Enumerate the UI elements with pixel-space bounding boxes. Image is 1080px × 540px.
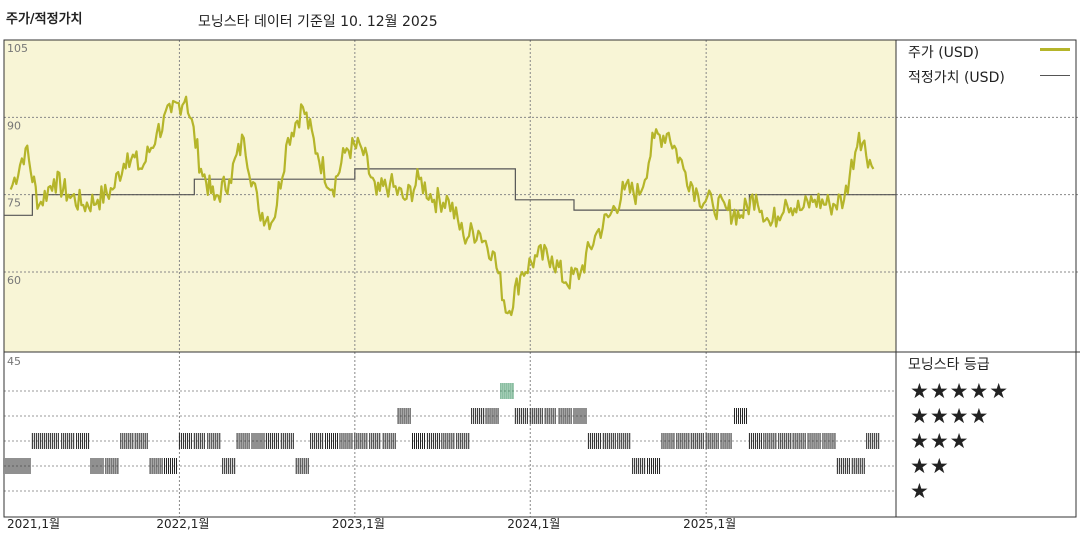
x-tick-label: 2023,1월 bbox=[332, 517, 385, 531]
rating-bar-2021-11 bbox=[149, 458, 163, 474]
rating-bar-2024-10 bbox=[661, 433, 675, 449]
rating-bar-2023-12 bbox=[514, 408, 528, 424]
rating-bar-2022-11 bbox=[325, 433, 339, 449]
rating-bar-2024-02 bbox=[544, 408, 556, 424]
price-panel-bg bbox=[4, 40, 896, 352]
rating-bar-2022-06 bbox=[251, 433, 265, 449]
rating-4-stars: ★★★★ bbox=[910, 404, 990, 428]
chart-subtitle: 모닝스타 데이터 기준일 10. 12월 2025 bbox=[198, 14, 438, 30]
legend-price-swatch bbox=[1040, 48, 1070, 51]
rating-bar-2022-07 bbox=[265, 433, 279, 449]
rating-bar-2024-01 bbox=[529, 408, 543, 424]
x-tick-label: 2024,1월 bbox=[507, 517, 560, 531]
price-line bbox=[9, 95, 875, 317]
rating-title: 모닝스타 등급 bbox=[908, 357, 990, 373]
rating-bar-2022-03 bbox=[207, 433, 221, 449]
chart-title: 주가/적정가치 bbox=[6, 12, 83, 27]
rating-bar-2025-02 bbox=[720, 433, 732, 449]
rating-bar-2023-04 bbox=[397, 408, 411, 424]
rating-bar-2021-09 bbox=[120, 433, 134, 449]
rating-bar-2025-01 bbox=[705, 433, 719, 449]
rating-bar-2024-09 bbox=[647, 458, 661, 474]
rating-bar-2025-03 bbox=[734, 408, 748, 424]
y-tick-label: 45 bbox=[7, 355, 21, 368]
rating-3-stars: ★★★ bbox=[910, 429, 970, 453]
rating-bar-2023-05 bbox=[412, 433, 426, 449]
rating-bar-2025-04 bbox=[748, 433, 762, 449]
y-tick-label: 75 bbox=[7, 197, 21, 210]
rating-bar-2021-06 bbox=[76, 433, 90, 449]
legend-fair-value-swatch bbox=[1040, 75, 1070, 76]
rating-bar-2024-05 bbox=[587, 433, 601, 449]
x-tick-label: 2021,1월 bbox=[7, 517, 60, 531]
rating-bar-2023-06 bbox=[426, 433, 440, 449]
rating-bar-2022-05 bbox=[236, 433, 250, 449]
rating-bar-2025-09 bbox=[822, 433, 836, 449]
rating-bar-2024-11 bbox=[676, 433, 690, 449]
x-tick-label: 2022,1월 bbox=[156, 517, 209, 531]
rating-bar-2022-10 bbox=[310, 433, 324, 449]
rating-bar-2021-12 bbox=[164, 458, 178, 474]
rating-bar-2022-01 bbox=[178, 433, 192, 449]
rating-bar-2023-03 bbox=[382, 433, 396, 449]
rating-bar-2024-04 bbox=[573, 408, 587, 424]
rating-bar-2021-03 bbox=[31, 433, 59, 449]
rating-bar-2022-12 bbox=[339, 433, 353, 449]
rating-bar-2023-11 bbox=[500, 383, 514, 399]
rating-bar-2025-10 bbox=[836, 458, 850, 474]
rating-bar-2024-08 bbox=[632, 458, 646, 474]
rating-bar-2024-03 bbox=[558, 408, 572, 424]
rating-bar-2025-11 bbox=[851, 458, 865, 474]
rating-bar-2023-02 bbox=[369, 433, 381, 449]
rating-bar-2023-10 bbox=[485, 408, 499, 424]
chart-border bbox=[3, 39, 1077, 518]
y-tick-label: 60 bbox=[7, 274, 21, 287]
rating-bar-2025-07 bbox=[792, 433, 806, 449]
rating-bar-2021-05 bbox=[61, 433, 75, 449]
y-tick-label: 90 bbox=[7, 119, 21, 132]
rating-1-star: ★ bbox=[910, 479, 930, 503]
rating-bar-2023-07 bbox=[441, 433, 455, 449]
rating-bar-2025-06 bbox=[778, 433, 792, 449]
rating-bar-2024-06 bbox=[602, 433, 616, 449]
rating-bar-2022-08 bbox=[280, 433, 294, 449]
rating-bar-2021-07 bbox=[90, 458, 104, 474]
rating-bar-2025-12 bbox=[866, 433, 880, 449]
legend-item-fair-value: 적정가치 (USD) bbox=[908, 70, 1005, 86]
rating-bar-2022-09 bbox=[295, 458, 309, 474]
rating-bar-2023-08 bbox=[456, 433, 470, 449]
rating-bar-2023-09 bbox=[471, 408, 485, 424]
rating-bar-2022-04 bbox=[222, 458, 236, 474]
rating-bar-2021-08 bbox=[105, 458, 119, 474]
rating-bar-2023-01 bbox=[354, 433, 368, 449]
rating-bar-2024-07 bbox=[617, 433, 631, 449]
x-tick-label: 2025,1월 bbox=[683, 517, 736, 531]
rating-bar-2025-08 bbox=[807, 433, 821, 449]
rating-bar-2021-10 bbox=[134, 433, 148, 449]
rating-bar-2021-01 bbox=[3, 458, 31, 474]
legend-item-price: 주가 (USD) bbox=[908, 45, 980, 61]
rating-5-stars: ★★★★★ bbox=[910, 379, 1010, 403]
rating-bar-2024-12 bbox=[690, 433, 704, 449]
rating-2-stars: ★★ bbox=[910, 454, 950, 478]
rating-bar-2025-05 bbox=[763, 433, 777, 449]
y-tick-label: 105 bbox=[7, 42, 28, 55]
rating-bar-2022-02 bbox=[193, 433, 205, 449]
